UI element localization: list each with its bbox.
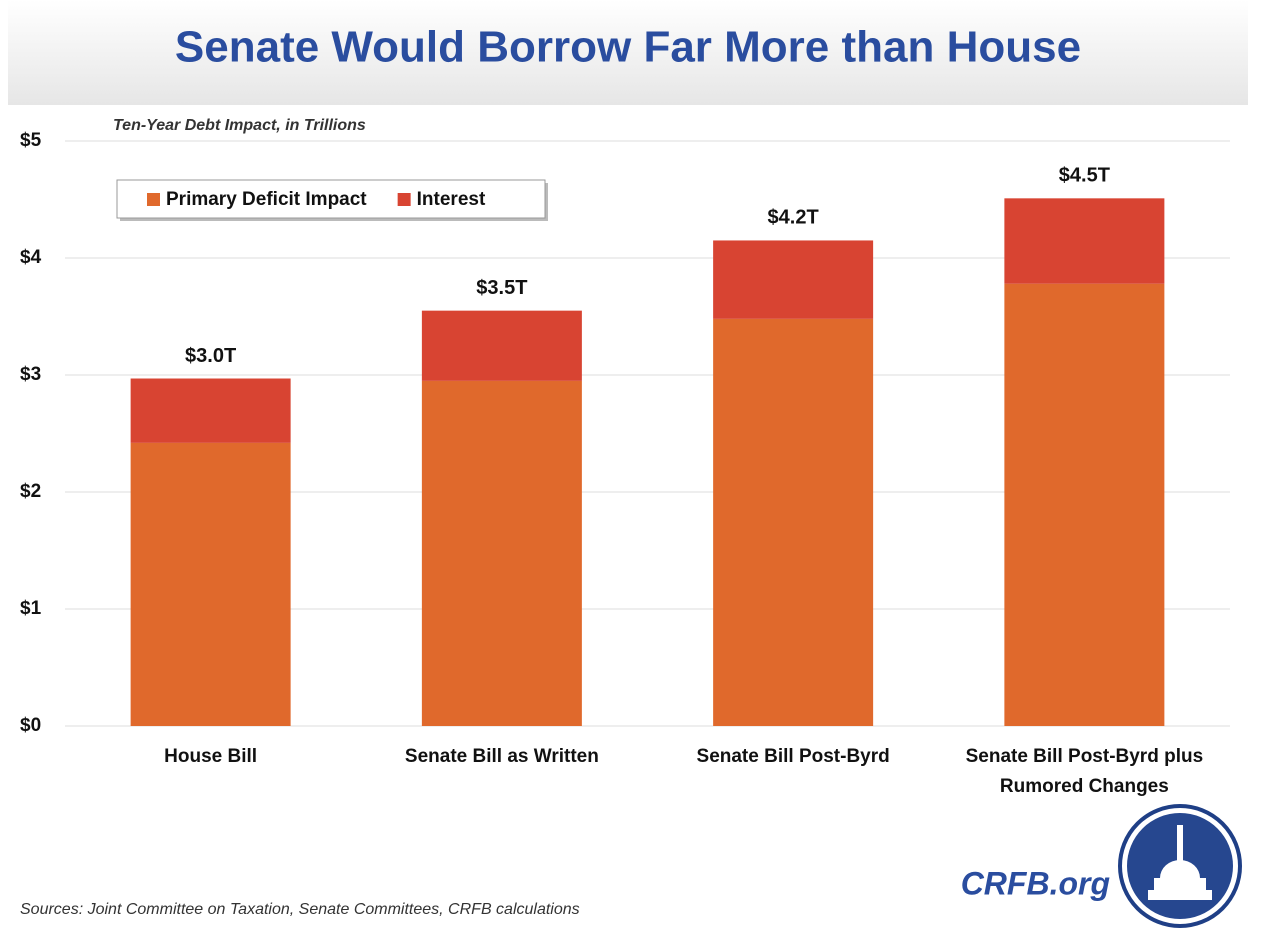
subtitle: Ten-Year Debt Impact, in Trillions: [113, 117, 366, 134]
total-label: $3.0T: [185, 345, 236, 367]
y-tick-label: $2: [20, 481, 41, 502]
bar-segment: [130, 378, 291, 443]
legend-box: [116, 179, 546, 219]
bar-segment: [421, 380, 582, 726]
legend-swatch: [147, 193, 160, 206]
source: Sources: Joint Committee on Taxation, Se…: [20, 901, 580, 918]
total-label: $3.5T: [476, 277, 527, 299]
bar-segment: [713, 318, 874, 726]
legend-swatch: [397, 193, 411, 206]
x-tick-label: House Bill: [164, 746, 258, 767]
y-tick-label: $1: [20, 598, 42, 619]
x-tick-label: Senate Bill Post-Byrd: [696, 746, 890, 767]
logo: [1118, 804, 1242, 928]
brand: CRFB.org: [961, 865, 1110, 901]
y-tick-label: $5: [20, 130, 42, 151]
total-label: $4.2T: [768, 207, 819, 229]
legend-label: Primary Deficit Impact: [166, 189, 367, 210]
bar-segment: [1004, 283, 1165, 726]
bar-segment: [130, 442, 291, 726]
bar-segment: [1004, 198, 1165, 284]
x-tick-label: Senate Bill Post-Byrd plus Rumored Chang…: [965, 746, 1204, 797]
x-tick-label: Senate Bill as Written: [404, 746, 599, 767]
header-band: [8, 0, 1248, 105]
bar-segment: [421, 310, 582, 381]
bar-segment: [713, 240, 874, 319]
y-tick-label: $3: [20, 364, 41, 385]
total-label: $4.5T: [1059, 165, 1110, 187]
y-tick-label: $0: [20, 715, 41, 736]
legend-label: Interest: [417, 189, 486, 210]
chart-title: Senate Would Borrow Far More than House: [175, 23, 1081, 72]
y-tick-label: $4: [20, 247, 42, 268]
